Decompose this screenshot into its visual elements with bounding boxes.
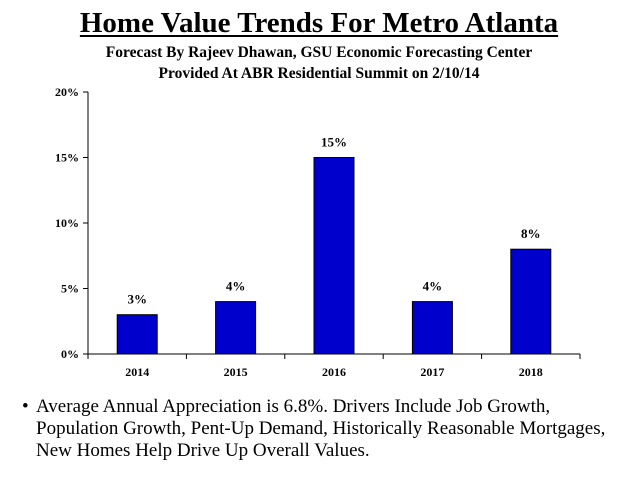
x-axis: 2014 2015 2016 2017 2018: [87, 353, 581, 379]
x-tick-label: 2017: [420, 365, 444, 379]
x-tick-label: 2016: [322, 365, 346, 379]
summary-note: • Average Annual Appreciation is 6.8%. D…: [22, 396, 628, 462]
data-labels: 3% 4% 15% 4% 8%: [127, 135, 540, 307]
data-label: 15%: [321, 135, 347, 150]
bar: [411, 301, 453, 355]
x-tick-label: 2015: [224, 365, 248, 379]
chart-subtitle-line-1: Forecast By Rajeev Dhawan, GSU Economic …: [105, 44, 533, 61]
summary-note-text: Average Annual Appreciation is 6.8%. Dri…: [36, 396, 606, 461]
chart-title: Home Value Trends For Metro Atlanta: [79, 7, 559, 39]
data-label: 3%: [127, 292, 147, 307]
bullet-icon: •: [22, 396, 29, 417]
y-tick-label: 15%: [55, 151, 79, 165]
y-tick-label: 10%: [55, 216, 79, 230]
chart-subtitle-line-2: Provided At ABR Residential Summit on 2/…: [158, 65, 480, 82]
bar: [510, 248, 552, 355]
data-label: 4%: [423, 279, 443, 294]
x-tick-label: 2018: [519, 365, 543, 379]
data-label: 8%: [521, 226, 541, 241]
y-axis: 0% 5% 10% 15% 20%: [55, 85, 89, 361]
bar: [215, 301, 257, 355]
bar-chart: 0% 5% 10% 15% 20% 2014 2015 2016 2017 2018 3% 4% 1…: [55, 85, 581, 379]
y-tick-label: 5%: [61, 282, 79, 296]
x-tick-label: 2014: [125, 365, 149, 379]
y-tick-label: 0%: [61, 347, 79, 361]
data-label: 4%: [226, 279, 246, 294]
bar: [313, 157, 355, 355]
bars: [116, 157, 552, 355]
bar: [116, 314, 158, 355]
y-tick-label: 20%: [55, 85, 79, 99]
